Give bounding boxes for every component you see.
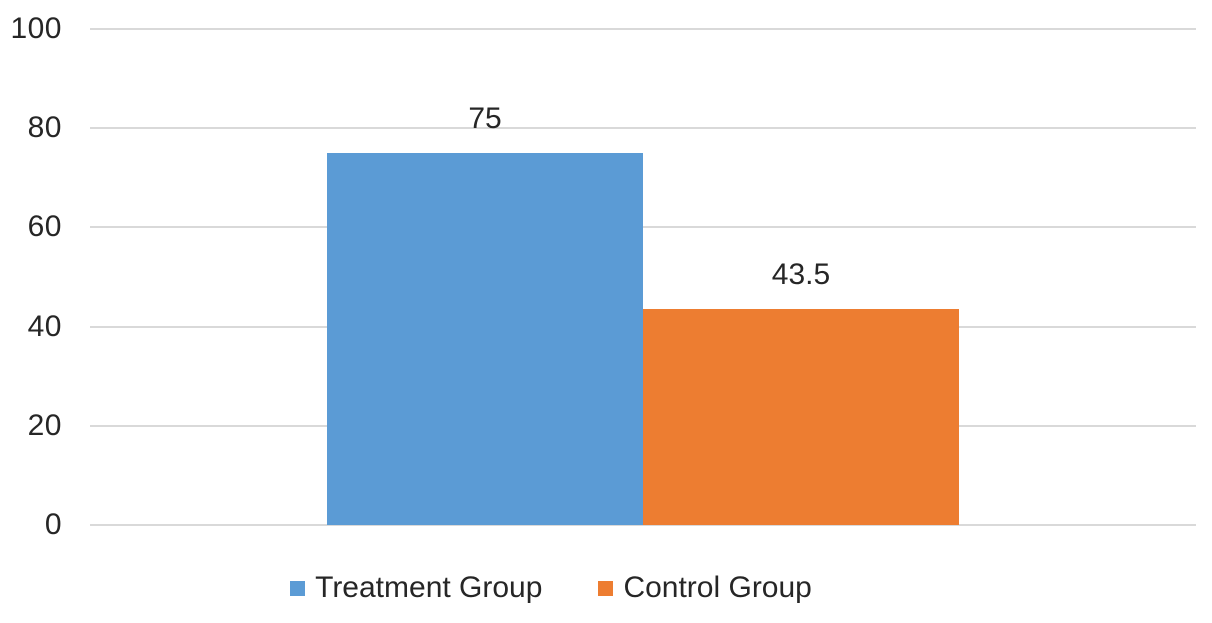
gridline-60 xyxy=(90,226,1196,229)
bar-treatment-group xyxy=(327,153,643,525)
legend-swatch-icon-control-group xyxy=(598,580,614,596)
legend-item-treatment-group: Treatment Group xyxy=(290,570,542,606)
data-label-treatment-group: 75 xyxy=(468,102,502,135)
legend-label-treatment-group: Treatment Group xyxy=(315,571,543,604)
y-axis-tick-label-20: 20 xyxy=(27,408,62,442)
gridline-0 xyxy=(90,524,1196,526)
y-axis-tick-label-0: 0 xyxy=(44,508,62,541)
legend-item-control-group: Control Group xyxy=(598,570,812,606)
gridline-80 xyxy=(90,127,1196,130)
legend-swatch-icon-treatment-group xyxy=(290,580,306,596)
bar-control-group xyxy=(643,309,959,525)
legend-label-control-group: Control Group xyxy=(623,571,812,604)
y-axis-tick-label-40: 40 xyxy=(27,309,62,343)
legend: Treatment Group Control Group xyxy=(0,570,1157,606)
y-axis-tick-label-100: 100 xyxy=(10,12,62,45)
y-axis-tick-label-60: 60 xyxy=(27,210,62,244)
y-axis-tick-label-80: 80 xyxy=(27,111,62,145)
data-label-control-group: 43.5 xyxy=(771,258,831,292)
gridline-100 xyxy=(90,28,1196,30)
